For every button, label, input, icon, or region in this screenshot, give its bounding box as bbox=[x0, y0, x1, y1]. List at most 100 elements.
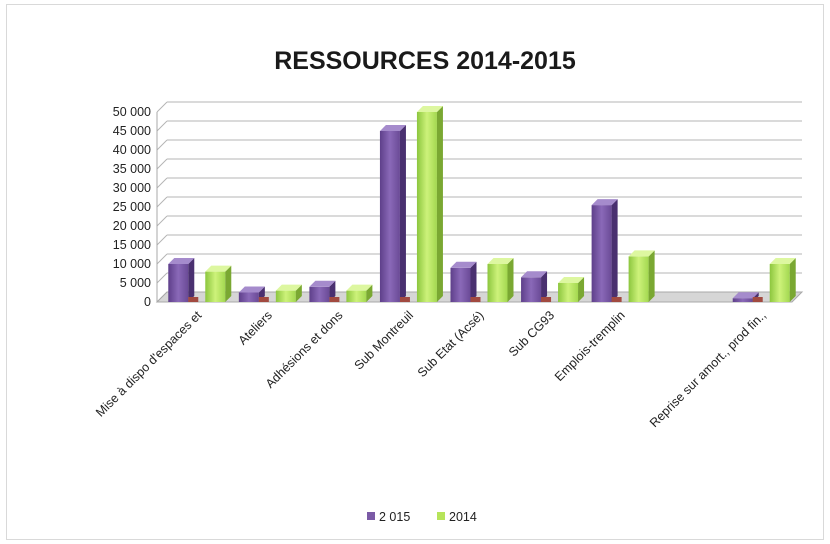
bar-series-2 bbox=[346, 284, 373, 302]
bar-series-1 bbox=[238, 286, 269, 302]
bar-series-1 bbox=[732, 292, 763, 302]
legend-swatch bbox=[367, 512, 375, 520]
bar-base-shadow bbox=[470, 297, 481, 302]
bar-front bbox=[769, 264, 790, 302]
bar-side bbox=[188, 258, 195, 302]
bar-front bbox=[416, 112, 437, 302]
bar-front bbox=[238, 292, 259, 302]
bar-base-shadow bbox=[611, 297, 622, 302]
bar-front bbox=[205, 271, 226, 302]
bar-top bbox=[346, 284, 373, 291]
y-tick-label: 5 000 bbox=[120, 276, 151, 290]
bar-front bbox=[521, 277, 542, 302]
gridline-diagonal bbox=[156, 215, 168, 227]
y-tick-label: 30 000 bbox=[113, 181, 151, 195]
chart-frame: RESSOURCES 2014-2015 0 5 000 10 000 15 000 2… bbox=[6, 4, 824, 540]
x-category-label: Sub Etat (Acsé) bbox=[415, 308, 487, 380]
bar-side bbox=[789, 258, 796, 302]
legend-label: 2 015 bbox=[379, 510, 410, 524]
gridline-diagonal bbox=[156, 158, 168, 170]
y-tick-label: 10 000 bbox=[113, 257, 151, 271]
x-category-label: Adhésions et dons bbox=[263, 308, 346, 391]
bar-series-2 bbox=[487, 258, 514, 302]
legend-label: 2014 bbox=[449, 510, 477, 524]
bar-series-1 bbox=[168, 258, 199, 302]
bar-front bbox=[450, 267, 471, 302]
y-tick-label: 20 000 bbox=[113, 219, 151, 233]
bar-side bbox=[470, 261, 477, 302]
y-tick-label: 25 000 bbox=[113, 200, 151, 214]
bar-side bbox=[225, 265, 232, 302]
bar-base-shadow bbox=[752, 297, 763, 302]
gridline-diagonal bbox=[156, 101, 168, 113]
chart-title: RESSOURCES 2014-2015 bbox=[274, 47, 576, 75]
bar-front bbox=[487, 264, 508, 302]
bar-side bbox=[436, 106, 443, 302]
bar-top bbox=[487, 258, 514, 264]
bar-top bbox=[732, 292, 759, 299]
gridline-diagonal bbox=[156, 196, 168, 208]
bar-front bbox=[628, 256, 649, 302]
x-category-label: Reprise sur amort., prod fin., bbox=[647, 308, 769, 430]
bar-top bbox=[379, 125, 406, 131]
bar-base-shadow bbox=[399, 297, 410, 302]
bar-front bbox=[275, 290, 296, 302]
bar-base-shadow bbox=[329, 297, 340, 302]
bar-series-1 bbox=[521, 271, 552, 302]
bar-side bbox=[329, 280, 336, 302]
bar-series-2 bbox=[205, 265, 232, 302]
bar-top bbox=[168, 258, 195, 264]
bar-side bbox=[578, 277, 585, 302]
bar-top bbox=[521, 271, 548, 278]
x-category-label: Ateliers bbox=[236, 308, 275, 347]
y-tick-label: 0 bbox=[144, 295, 151, 309]
bar-side bbox=[507, 258, 514, 302]
bar-series-1 bbox=[309, 280, 340, 302]
x-category-label: Emplois-tremplin bbox=[552, 308, 628, 384]
bar-top bbox=[591, 199, 618, 206]
bar-front bbox=[346, 290, 367, 302]
bar-side bbox=[295, 284, 302, 302]
y-tick-label: 35 000 bbox=[113, 162, 151, 176]
bar-series-2 bbox=[628, 250, 655, 302]
bar-top bbox=[275, 284, 302, 291]
bar-base-shadow bbox=[541, 297, 552, 302]
bar-front bbox=[168, 264, 189, 302]
bar-top bbox=[558, 277, 585, 283]
bar-series-2 bbox=[558, 277, 585, 302]
bar-top bbox=[238, 286, 265, 293]
bar-chart: RESSOURCES 2014-2015 0 5 000 10 000 15 000 2… bbox=[93, 47, 804, 524]
y-tick-label: 15 000 bbox=[113, 238, 151, 252]
bar-top bbox=[450, 261, 477, 268]
bar-top bbox=[309, 280, 336, 287]
bar-series-2 bbox=[416, 106, 443, 302]
bar-front bbox=[379, 131, 400, 302]
y-tick-label: 40 000 bbox=[113, 143, 151, 157]
bar-top bbox=[416, 106, 443, 112]
y-tick-label: 45 000 bbox=[113, 124, 151, 138]
gridline-diagonal bbox=[156, 272, 168, 284]
gridline-diagonal bbox=[156, 177, 168, 189]
bar-series-2 bbox=[275, 284, 302, 302]
bar-side bbox=[611, 199, 618, 302]
gridline-diagonal bbox=[156, 120, 168, 132]
bar-base-shadow bbox=[258, 297, 269, 302]
x-category-label: Sub Montreuil bbox=[352, 308, 416, 372]
gridline-diagonal bbox=[156, 253, 168, 265]
bar-top bbox=[628, 250, 655, 257]
bar-series-2 bbox=[769, 258, 796, 302]
gridline-diagonal bbox=[156, 234, 168, 246]
x-category-label: Mise à dispo d'espaces et bbox=[93, 308, 205, 420]
bar-series-1 bbox=[450, 261, 481, 302]
bar-front bbox=[558, 283, 579, 302]
bar-front bbox=[591, 205, 612, 302]
bar-base-shadow bbox=[188, 297, 199, 302]
bar-side bbox=[366, 284, 373, 302]
bar-top bbox=[205, 265, 232, 272]
bar-series-1 bbox=[591, 199, 622, 302]
bar-side bbox=[648, 250, 655, 302]
gridline-diagonal bbox=[156, 139, 168, 151]
bar-series-1 bbox=[379, 125, 410, 302]
legend-swatch bbox=[437, 512, 445, 520]
bar-front bbox=[732, 298, 753, 302]
